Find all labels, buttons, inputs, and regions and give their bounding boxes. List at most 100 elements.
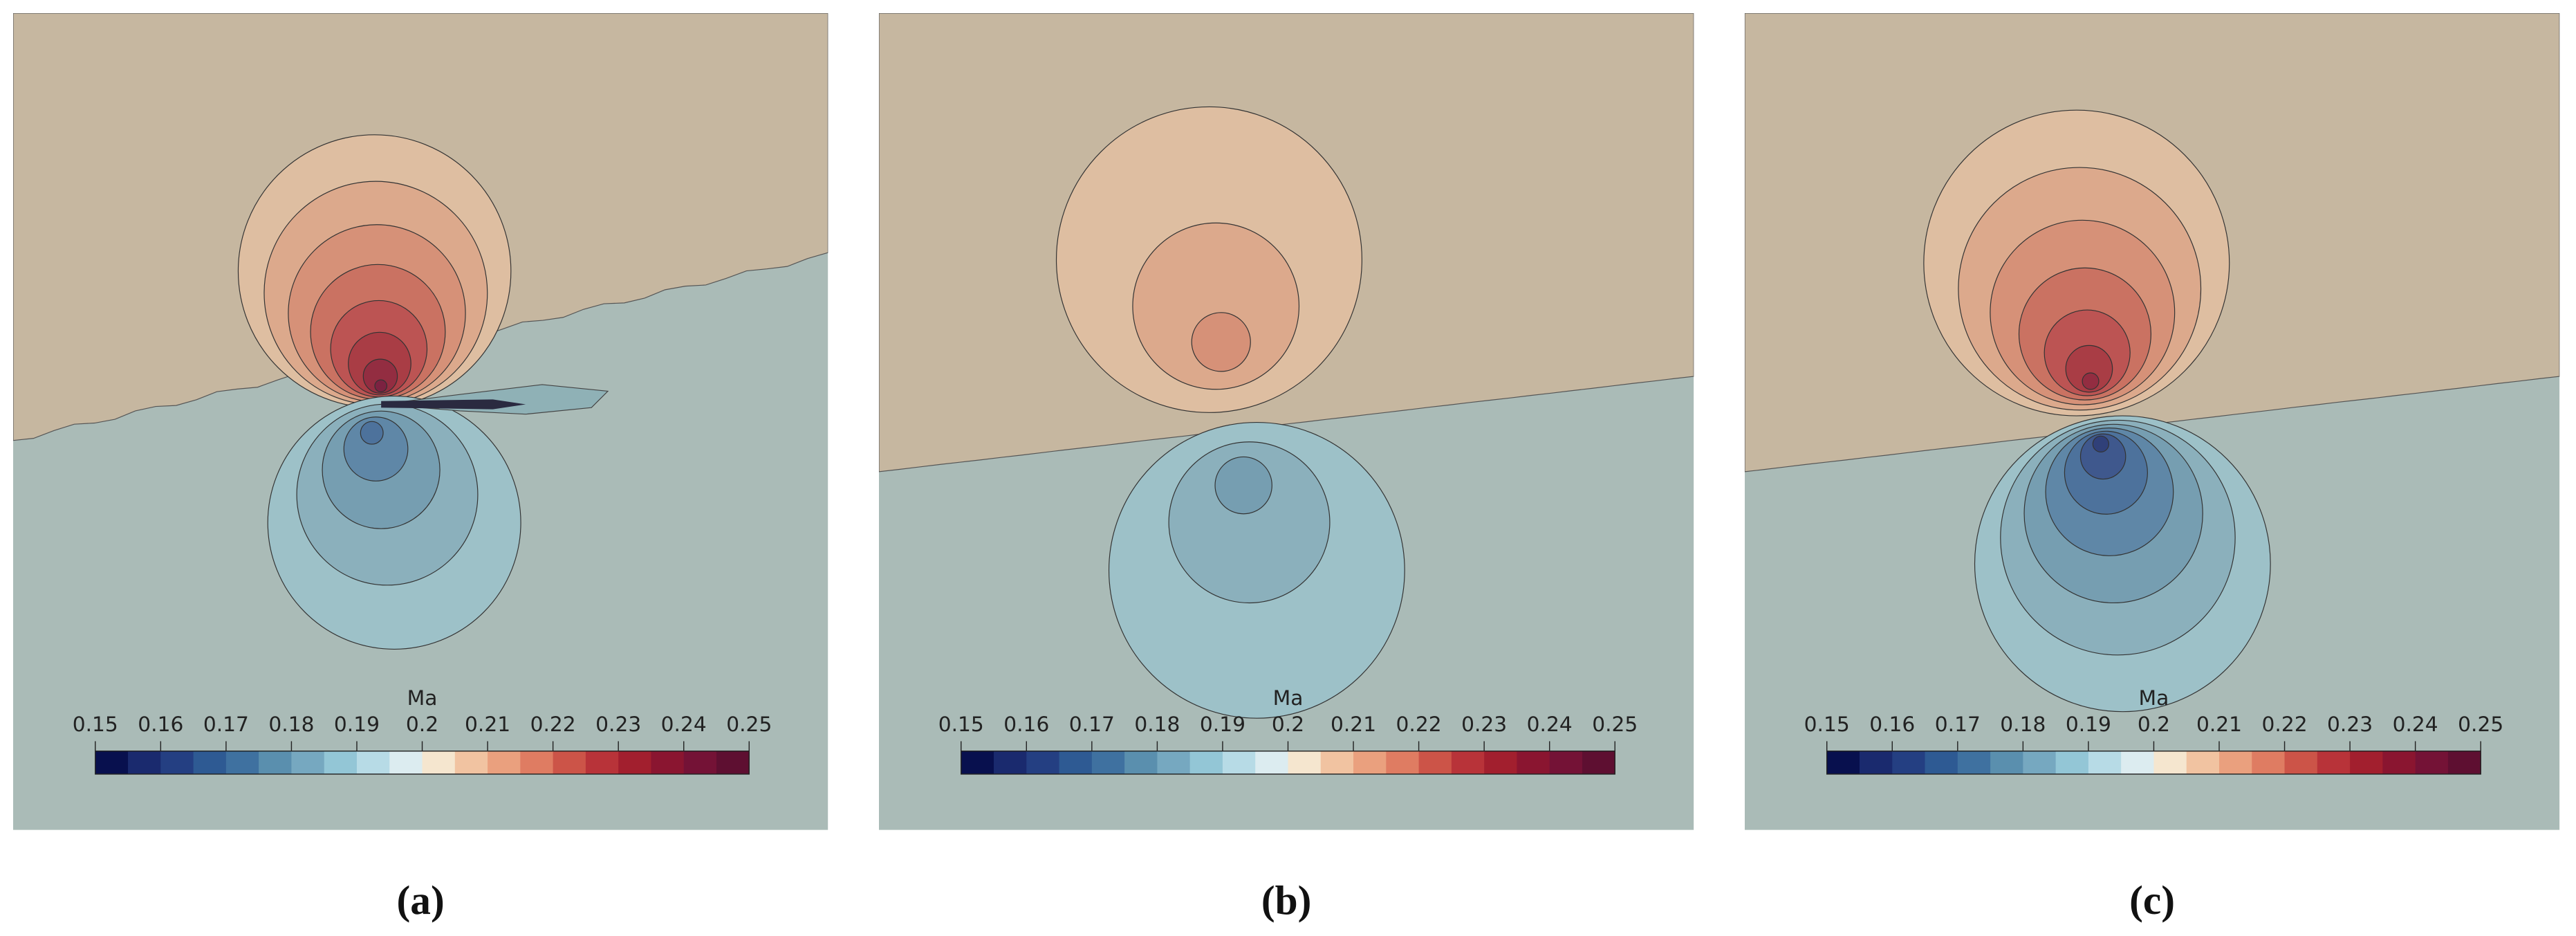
- colorbar-tick-label: 0.24: [661, 713, 707, 737]
- colorbar-swatch: [1026, 751, 1060, 774]
- contour: [1214, 456, 1272, 515]
- colorbar-swatch: [2088, 751, 2122, 774]
- colorbar-swatch: [2055, 751, 2089, 774]
- colorbar-tick-label: 0.18: [268, 713, 314, 737]
- colorbar-swatch: [1418, 751, 1452, 774]
- colorbar-swatch: [2382, 751, 2416, 774]
- colorbar-swatch: [1859, 751, 1893, 774]
- colorbar-swatch: [1925, 751, 1958, 774]
- colorbar-swatch: [1059, 751, 1093, 774]
- colorbar-tick-label: 0.22: [530, 713, 576, 737]
- colorbar-swatch: [2023, 751, 2057, 774]
- colorbar-swatch: [1189, 751, 1223, 774]
- colorbar-tick-label: 0.21: [2196, 713, 2242, 737]
- colorbar-tick-label: 0.19: [1200, 713, 1245, 737]
- colorbar-swatch: [2350, 751, 2384, 774]
- colorbar-tick-label: 0.15: [938, 713, 984, 737]
- colorbar-swatch: [1353, 751, 1387, 774]
- colorbar-tick-label: 0.18: [1134, 713, 1180, 737]
- colorbar-tick-label: 0.15: [73, 713, 118, 737]
- colorbar-swatch: [1320, 751, 1354, 774]
- panel: [1744, 13, 2560, 830]
- contour: [1132, 222, 1300, 390]
- colorbar-swatch: [2219, 751, 2252, 774]
- contour: [2082, 372, 2100, 390]
- panel-label: (a): [397, 877, 445, 923]
- colorbar-swatch: [2415, 751, 2449, 774]
- colorbar-swatch: [2153, 751, 2187, 774]
- colorbar-swatch: [95, 751, 129, 774]
- colorbar-swatch: [193, 751, 227, 774]
- colorbar-swatch: [553, 751, 586, 774]
- colorbar-swatch: [356, 751, 390, 774]
- contour: [343, 416, 409, 481]
- colorbar-swatch: [1288, 751, 1322, 774]
- colorbar-swatch: [422, 751, 456, 774]
- colorbar-swatch: [1484, 751, 1518, 774]
- colorbar-swatch: [2121, 751, 2155, 774]
- contour: [2092, 435, 2109, 452]
- colorbar-swatch: [1386, 751, 1420, 774]
- panel: [13, 13, 828, 830]
- colorbar-swatch: [618, 751, 652, 774]
- colorbar-tick-label: 0.25: [726, 713, 772, 737]
- colorbar-tick-label: 0.23: [595, 713, 641, 737]
- colorbar-title: Ma: [1273, 686, 1304, 710]
- colorbar-tick-label: 0.24: [2393, 713, 2438, 737]
- colorbar-tick-label: 0.2: [2138, 713, 2170, 737]
- panel: [878, 13, 1694, 830]
- colorbar-tick-label: 0.2: [406, 713, 438, 737]
- colorbar-tick-label: 0.21: [1331, 713, 1376, 737]
- colorbar-swatch: [2284, 751, 2318, 774]
- panel-label: (c): [2129, 877, 2175, 923]
- colorbar-tick-label: 0.23: [1461, 713, 1507, 737]
- colorbar-title: Ma: [407, 686, 438, 710]
- colorbar-swatch: [259, 751, 293, 774]
- contour: [362, 358, 398, 394]
- colorbar-swatch: [2317, 751, 2351, 774]
- colorbar-swatch: [1957, 751, 1991, 774]
- colorbar-swatch: [520, 751, 554, 774]
- colorbar-tick-label: 0.17: [203, 713, 249, 737]
- colorbar-title: Ma: [2139, 686, 2169, 710]
- colorbar-tick-label: 0.17: [1069, 713, 1115, 737]
- contour: [2079, 433, 2126, 480]
- contour: [1191, 312, 1251, 372]
- colorbar-swatch: [389, 751, 423, 774]
- colorbar-swatch: [1091, 751, 1125, 774]
- colorbar-swatch: [716, 751, 750, 774]
- colorbar-swatch: [1582, 751, 1615, 774]
- colorbar-tick-label: 0.24: [1527, 713, 1573, 737]
- contour: [374, 379, 388, 393]
- colorbar-tick-label: 0.17: [1935, 713, 1981, 737]
- colorbar-tick-label: 0.22: [2262, 713, 2308, 737]
- colorbar-swatch: [1222, 751, 1256, 774]
- wake-core: [381, 399, 526, 410]
- colorbar-swatch: [160, 751, 194, 774]
- colorbar-tick-label: 0.18: [2000, 713, 2046, 737]
- colorbar-swatch: [2186, 751, 2220, 774]
- colorbar-swatch: [2447, 751, 2481, 774]
- colorbar-swatch: [585, 751, 619, 774]
- contour: [1168, 441, 1331, 604]
- colorbar-tick-label: 0.16: [1003, 713, 1049, 737]
- colorbar-swatch: [961, 751, 994, 774]
- colorbar-swatch: [324, 751, 358, 774]
- colorbar-swatch: [2252, 751, 2286, 774]
- contour: [2065, 345, 2113, 393]
- contour: [360, 421, 384, 445]
- colorbar-tick-label: 0.19: [2066, 713, 2111, 737]
- colorbar-swatch: [683, 751, 717, 774]
- colorbar-tick-label: 0.16: [1869, 713, 1915, 737]
- colorbar-tick-label: 0.21: [465, 713, 510, 737]
- colorbar-swatch: [1826, 751, 1860, 774]
- colorbar-swatch: [488, 751, 521, 774]
- colorbar-tick-label: 0.2: [1272, 713, 1304, 737]
- colorbar-swatch: [291, 751, 325, 774]
- colorbar-swatch: [1892, 751, 1926, 774]
- colorbar-tick-label: 0.25: [2458, 713, 2503, 737]
- colorbar-tick-label: 0.19: [334, 713, 380, 737]
- colorbar-tick-label: 0.16: [138, 713, 183, 737]
